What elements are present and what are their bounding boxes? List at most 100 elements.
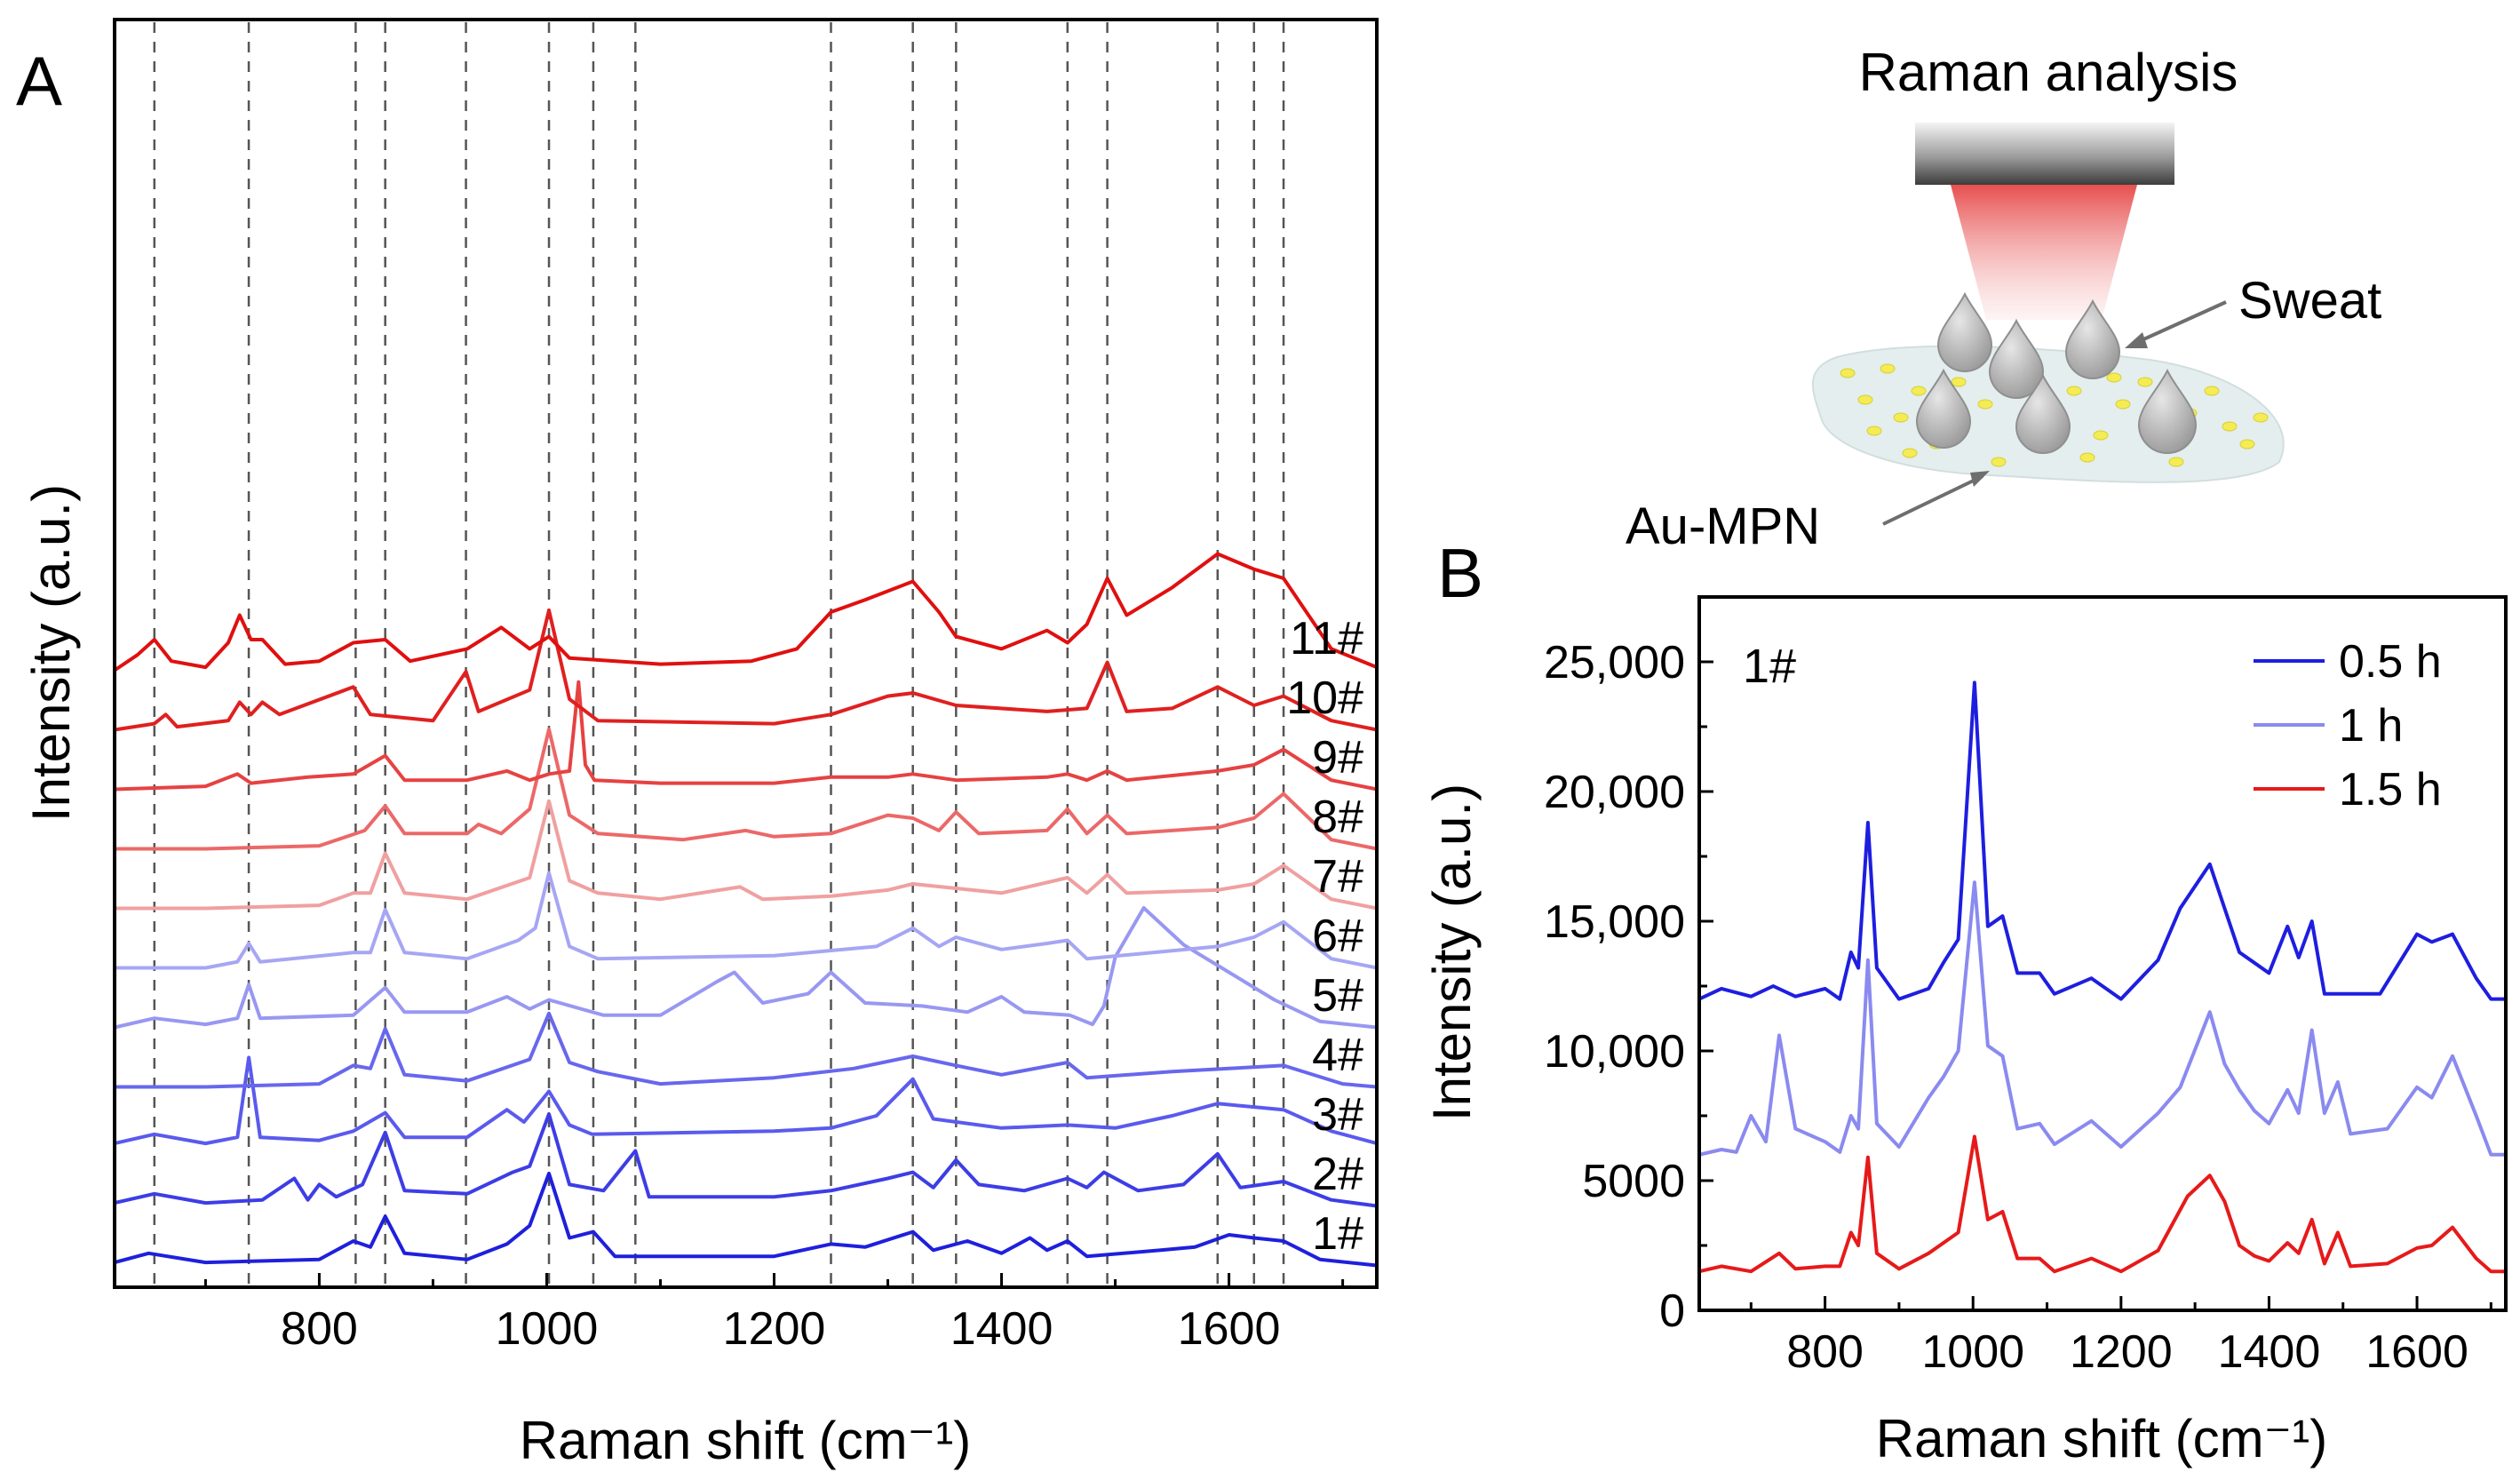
sweat-arrow bbox=[2131, 300, 2227, 346]
panel-b: B 800 1000 1200 1400 1600 0 5000 10,000 15,000 2… bbox=[1422, 534, 2508, 1468]
nanoparticle bbox=[2106, 372, 2122, 383]
sweat-droplet bbox=[1988, 318, 2045, 399]
nanoparticle bbox=[2168, 457, 2184, 467]
x-tick-label: 1400 bbox=[950, 1303, 1053, 1355]
spectrum-line-11# bbox=[113, 552, 1378, 672]
sweat-droplet bbox=[2064, 298, 2121, 379]
x-tick-label: 1000 bbox=[1921, 1326, 2024, 1378]
x-tick-label: 1600 bbox=[1178, 1303, 1281, 1355]
nanoparticle bbox=[2115, 399, 2131, 410]
series-label: 6# bbox=[1312, 911, 1363, 962]
nanoparticle bbox=[1911, 386, 1927, 396]
spectrum-line-2# bbox=[114, 1112, 1378, 1208]
x-tick-label: 1400 bbox=[2218, 1326, 2321, 1378]
series-label: 7# bbox=[1312, 851, 1363, 903]
x-tick-label: 800 bbox=[281, 1303, 358, 1355]
spectrum-line-8# bbox=[115, 728, 1378, 851]
sweat-droplet bbox=[1936, 291, 1993, 372]
spectrum-line-1# bbox=[114, 1172, 1378, 1268]
spectrum-line-10# bbox=[114, 609, 1378, 732]
spectrum-line-5# bbox=[114, 906, 1378, 1030]
spectrum-line-7# bbox=[115, 799, 1378, 911]
y-tick-label: 20,000 bbox=[1544, 767, 1685, 818]
legend-label: 1.5 h bbox=[2339, 764, 2442, 816]
au-mpn-label: Au-MPN bbox=[1626, 497, 1820, 555]
nanoparticle bbox=[1840, 368, 1856, 378]
arrow-head-icon bbox=[1970, 471, 1990, 487]
x-tick-label: 1200 bbox=[723, 1303, 826, 1355]
sweat-droplet bbox=[2137, 368, 2198, 454]
spectra-series bbox=[113, 552, 1378, 1268]
series-line-1-5-h bbox=[1698, 1134, 2506, 1274]
y-tick-label: 10,000 bbox=[1544, 1026, 1685, 1078]
sweat-droplets bbox=[1915, 291, 2198, 454]
y-axis-ticks-b: 0 5000 10,000 15,000 20,000 25,000 bbox=[1544, 637, 1713, 1337]
x-axis-ticks-a: 800 1000 1200 1400 1600 bbox=[203, 1273, 1345, 1355]
nanoparticle bbox=[2066, 386, 2082, 396]
illustration-title: Raman analysis bbox=[1859, 43, 2238, 102]
y-tick-label: 15,000 bbox=[1544, 896, 1685, 948]
series-label: 11# bbox=[1290, 613, 1363, 664]
x-tick-label: 1000 bbox=[496, 1303, 599, 1355]
nanoparticle bbox=[2239, 439, 2255, 450]
series-labels: 1# 2# 3# 4# 5# 6# 7# 8# 9# 10# 11# bbox=[1286, 613, 1363, 1260]
legend-label: 0.5 h bbox=[2339, 636, 2442, 688]
nanoparticle bbox=[2093, 430, 2109, 441]
x-tick-label: 1200 bbox=[2070, 1326, 2173, 1378]
spectrum-line-9# bbox=[114, 680, 1378, 792]
plot-frame-a bbox=[113, 18, 1379, 1289]
raman-illustration: Raman analysis Sweat Au-MPN bbox=[1626, 43, 2381, 555]
series-label: 10# bbox=[1286, 672, 1363, 724]
nanoparticle bbox=[1977, 399, 1993, 410]
series-line-1-h bbox=[1698, 880, 2506, 1157]
series-line-0-5-h bbox=[1698, 680, 2506, 1001]
inset-sample-label: 1# bbox=[1743, 640, 1796, 693]
y-axis-title-b: Intensity (a.u.) bbox=[1422, 784, 1482, 1121]
series-label: 2# bbox=[1312, 1149, 1363, 1200]
panel-a-label: A bbox=[16, 42, 62, 120]
time-series bbox=[1698, 680, 2506, 1274]
laser-beam bbox=[1951, 185, 2137, 320]
nanoparticle bbox=[1857, 394, 1873, 405]
y-tick-label: 25,000 bbox=[1544, 637, 1685, 688]
series-label: 3# bbox=[1312, 1089, 1363, 1141]
legend-label: 1 h bbox=[2339, 700, 2403, 752]
nanoparticle bbox=[1893, 412, 1909, 423]
sweat-label: Sweat bbox=[2238, 272, 2381, 330]
plot-frame-b bbox=[1697, 595, 2508, 1312]
spectrometer-head bbox=[1915, 123, 2174, 185]
x-axis-ticks-b: 800 1000 1200 1400 1600 bbox=[1749, 1296, 2492, 1378]
nanoparticle bbox=[1880, 363, 1896, 374]
arrow-head-icon bbox=[2125, 332, 2148, 348]
series-label: 5# bbox=[1312, 970, 1363, 1022]
nanoparticle bbox=[2253, 412, 2269, 423]
nanoparticle bbox=[2079, 452, 2095, 463]
au-mpn-arrow bbox=[1882, 474, 1983, 526]
series-label: 4# bbox=[1312, 1030, 1363, 1081]
nanoparticle bbox=[2222, 421, 2238, 432]
y-tick-label: 0 bbox=[1659, 1285, 1685, 1337]
x-tick-label: 800 bbox=[1786, 1326, 1864, 1378]
x-tick-label: 1600 bbox=[2365, 1326, 2468, 1378]
nanoparticle bbox=[1902, 448, 1918, 458]
spectrum-line-4# bbox=[115, 1011, 1378, 1089]
nanoparticle bbox=[1951, 377, 1967, 387]
x-axis-title-a: Raman shift (cm⁻¹) bbox=[520, 1411, 971, 1470]
x-axis-title-b: Raman shift (cm⁻¹) bbox=[1876, 1409, 2327, 1468]
series-label: 8# bbox=[1312, 792, 1363, 843]
sweat-droplet bbox=[1915, 368, 1972, 449]
spectrum-line-6# bbox=[115, 871, 1378, 970]
y-tick-label: 5000 bbox=[1582, 1156, 1685, 1207]
sweat-droplet bbox=[2015, 373, 2071, 454]
nanoparticle bbox=[2137, 377, 2153, 387]
spectrum-line-3# bbox=[114, 1055, 1378, 1146]
series-label: 1# bbox=[1312, 1208, 1363, 1260]
y-axis-title-a: Intensity (a.u.) bbox=[21, 484, 81, 822]
legend: 0.5 h 1 h 1.5 h bbox=[2254, 636, 2442, 816]
panel-a: A 1# 2# 3# 4# 5# 6# 7# 8# 9# 10# 11# 800 1000 1200 14… bbox=[16, 18, 1379, 1470]
nanoparticle bbox=[2204, 386, 2220, 396]
panel-b-label: B bbox=[1437, 534, 1483, 612]
reference-lines bbox=[153, 22, 1285, 1285]
nanoparticle bbox=[1991, 457, 2007, 467]
